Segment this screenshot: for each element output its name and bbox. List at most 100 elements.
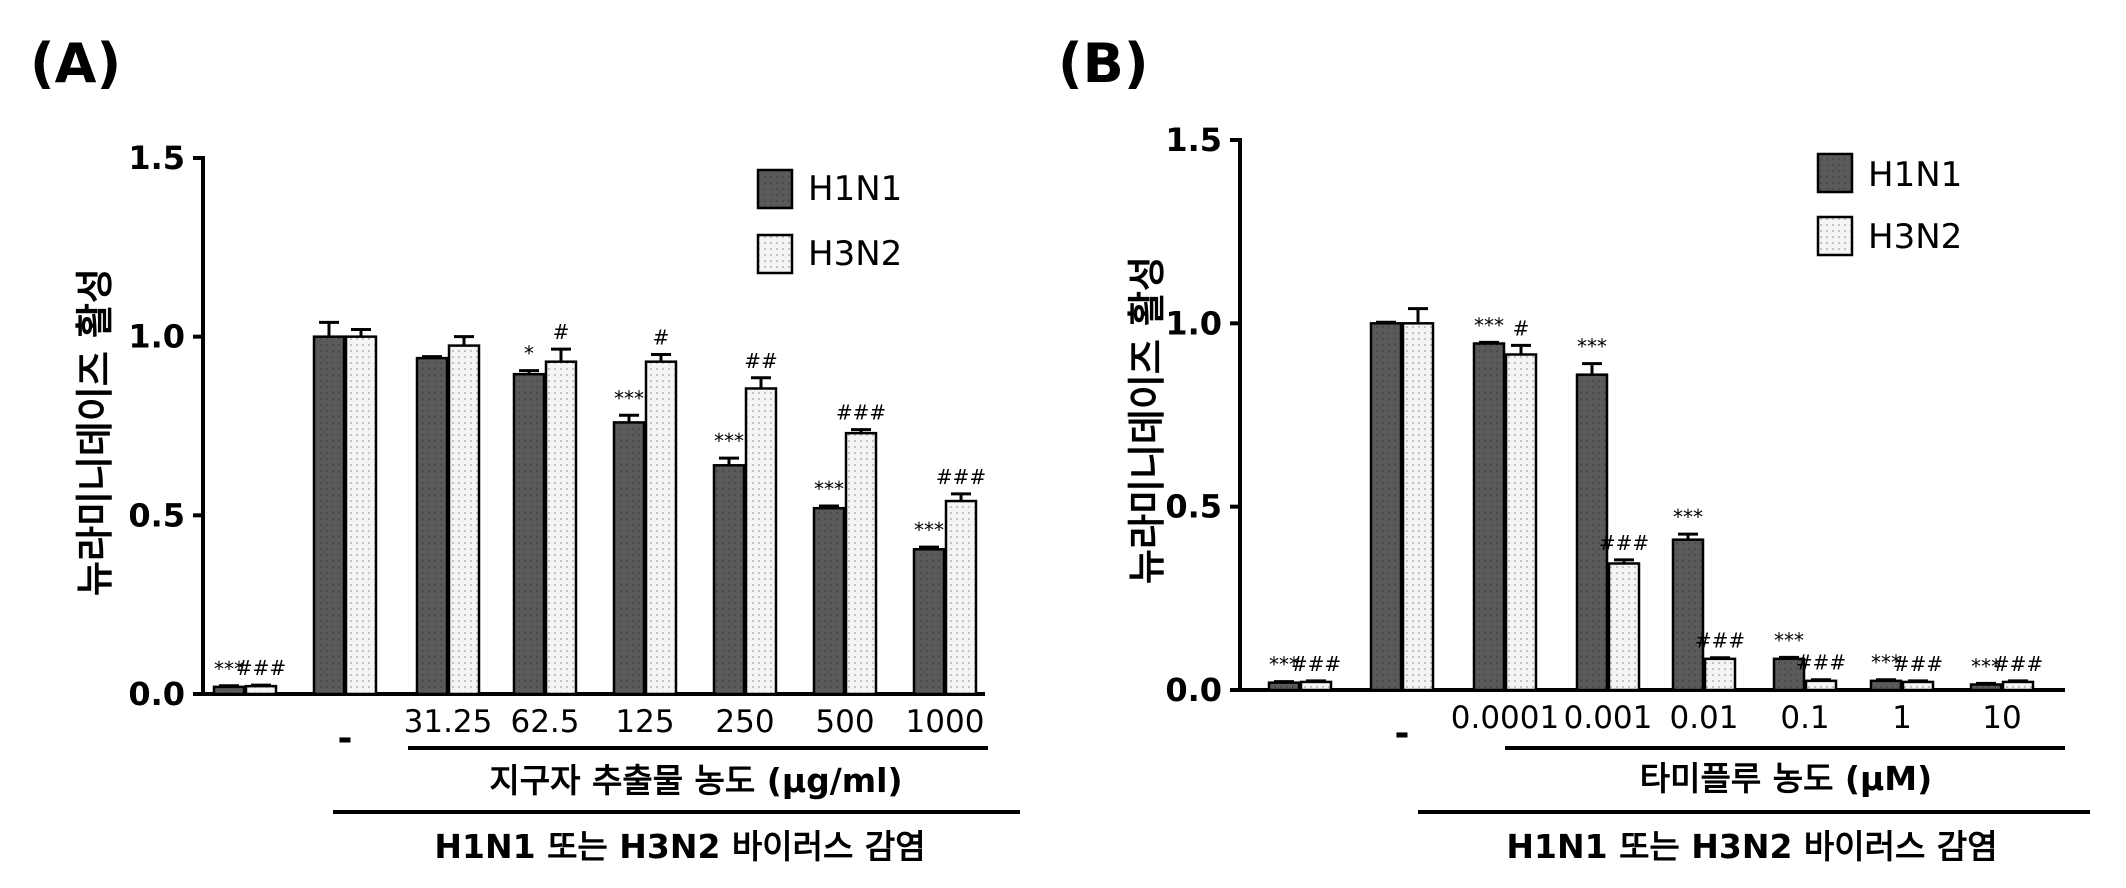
panel-b-significance-label: *** bbox=[1269, 653, 1299, 677]
panel-b-x-category-label: 10 bbox=[1982, 700, 2021, 736]
panel-a-label: (A) bbox=[30, 32, 121, 95]
panel-b-y-tick-label: 1.0 bbox=[1165, 304, 1222, 342]
panel-a-y-axis-label: 뉴라미니데이즈 활성 bbox=[73, 268, 117, 596]
panel-a-plot: 0.00.51.01.5****************#### ########… bbox=[128, 139, 1020, 814]
panel-b-y-axis-label: 뉴라미니데이즈 활성 bbox=[1125, 256, 1169, 584]
panel-b-significance-label: # bbox=[1513, 316, 1530, 340]
panel-b-legend-h3n2: H3N2 bbox=[1868, 217, 1962, 257]
panel-a-legend-h3n2: H3N2 bbox=[808, 234, 902, 274]
panel-a-bar-h3n2 bbox=[944, 499, 978, 696]
panel-a-bar-h3n2 bbox=[644, 360, 678, 696]
panel-b-label: (B) bbox=[1058, 32, 1149, 95]
panel-a-significance-label: ### bbox=[936, 465, 986, 489]
panel-a-x-category-label: 500 bbox=[815, 704, 874, 740]
panel-b-legend-h1n1: H1N1 bbox=[1868, 155, 1962, 195]
panel-b: (B) 뉴라미니데이즈 활성 0.0 0.5 1.0 1.5 *** *** *** *** *… bbox=[1058, 32, 2090, 866]
panel-a-significance-label: # bbox=[653, 326, 670, 350]
panel-a-y-tick-label: 1.0 bbox=[128, 318, 185, 356]
panel-a-significance-label: ### bbox=[236, 656, 286, 680]
panel-b-bar-h1n1 bbox=[1969, 683, 2003, 692]
panel-a-bar-h3n2 bbox=[244, 684, 278, 696]
panel-a-x-category-label: 125 bbox=[615, 704, 674, 740]
panel-a-bar-h1n1 bbox=[312, 335, 346, 696]
panel-b-infection-label: H1N1 또는 H3N2 바이러스 감염 bbox=[1506, 827, 1997, 866]
panel-a-y-tick-label: 1.5 bbox=[128, 139, 185, 177]
panel-b-significance-label: ### bbox=[1993, 652, 2043, 676]
panel-b-x-category-label: 1 bbox=[1892, 700, 1912, 736]
panel-b-bar-h1n1 bbox=[1671, 538, 1705, 692]
panel-a-bar-h1n1 bbox=[812, 506, 846, 696]
panel-a-significance-label: ### bbox=[836, 401, 886, 425]
panel-a-bar-h3n2 bbox=[344, 335, 378, 696]
panel-a-treatment-label: 지구자 추출물 농도 (μg/ml) bbox=[489, 761, 902, 800]
panel-b-significance-label: ### bbox=[1291, 652, 1341, 676]
panel-b-bar-h3n2 bbox=[1401, 322, 1435, 692]
panel-a-significance-label: ## bbox=[744, 349, 778, 373]
panel-a-bar-h1n1 bbox=[712, 464, 746, 696]
panel-b-x-category-label: 0.1 bbox=[1780, 700, 1829, 736]
panel-a-bar-h1n1 bbox=[912, 548, 946, 696]
panel-a-x-category-label: 250 bbox=[715, 704, 774, 740]
panel-b-legend-swatch-h1n1 bbox=[1816, 152, 1854, 194]
panel-b-bar-h3n2 bbox=[2001, 680, 2035, 692]
panel-b-bar-h1n1 bbox=[1369, 322, 1403, 692]
panel-a-bar-h1n1 bbox=[415, 356, 449, 696]
panel-b-x-category-label: 0.01 bbox=[1669, 700, 1738, 736]
panel-a-x-category-label: 1000 bbox=[906, 704, 985, 740]
panel-b-bar-h3n2 bbox=[1901, 680, 1935, 692]
panel-a-x-category-label: 62.5 bbox=[510, 704, 579, 740]
panel-a-bar-h3n2 bbox=[744, 387, 778, 696]
panel-b-legend-swatch-h3n2 bbox=[1816, 215, 1854, 257]
panel-b-bar-h3n2 bbox=[1299, 680, 1333, 692]
panel-b-plot: 0.00.51.01.5****************** ***#######… bbox=[1165, 121, 2090, 814]
panel-a-bar-h3n2 bbox=[447, 344, 481, 696]
panel-a-significance-label: *** bbox=[914, 518, 944, 542]
panel-a-legend-h1n1: H1N1 bbox=[808, 169, 902, 209]
panel-a-x-category-label: 31.25 bbox=[404, 704, 493, 740]
panel-a-significance-label: * bbox=[524, 342, 534, 366]
panel-a-y-tick-label: 0.0 bbox=[128, 675, 185, 713]
panel-a-significance-label: *** bbox=[814, 477, 844, 501]
panel-b-y-tick-label: 1.5 bbox=[1165, 121, 1222, 159]
panel-b-bar-h3n2 bbox=[1804, 679, 1838, 692]
panel-b-bar-h3n2 bbox=[1703, 657, 1737, 692]
panel-a-significance-label: *** bbox=[614, 386, 644, 410]
panel-a-bar-h3n2 bbox=[844, 431, 878, 696]
panel-b-x-category-label: 0.0001 bbox=[1451, 700, 1559, 736]
panel-b-significance-label: ### bbox=[1695, 629, 1745, 653]
panel-a-bar-h1n1 bbox=[612, 421, 646, 696]
panel-b-significance-label: *** bbox=[1871, 651, 1901, 675]
panel-b-bar-h1n1 bbox=[1575, 373, 1609, 692]
panel-b-x-category-label: 0.001 bbox=[1564, 700, 1653, 736]
panel-b-significance-label: *** bbox=[1673, 505, 1703, 529]
panel-b-bar-h1n1 bbox=[1772, 657, 1806, 692]
panel-a-bar-h3n2 bbox=[544, 360, 578, 696]
panel-a-significance-label: *** bbox=[714, 429, 744, 453]
panel-b-significance-label: *** bbox=[1971, 654, 2001, 678]
panel-b-x-category-label: - bbox=[1395, 713, 1410, 754]
panel-b-treatment-label: 타미플루 농도 (μM) bbox=[1640, 759, 1932, 798]
panel-b-y-tick-label: 0.5 bbox=[1165, 488, 1222, 526]
panel-a: (A) 뉴라미니데이즈 활성 0.00.51.01.5*************… bbox=[30, 32, 1020, 866]
panel-a-infection-label: H1N1 또는 H3N2 바이러스 감염 bbox=[434, 827, 925, 866]
panel-b-significance-label: ### bbox=[1893, 652, 1943, 676]
panel-b-significance-label: *** bbox=[1774, 628, 1804, 652]
panel-b-significance-label: ### bbox=[1796, 651, 1846, 675]
panel-b-bar-h1n1 bbox=[1869, 679, 1903, 692]
panel-a-y-tick-label: 0.5 bbox=[128, 496, 185, 534]
panel-a-significance-label: *** bbox=[214, 657, 244, 681]
panel-b-bar-h1n1 bbox=[1267, 681, 1301, 692]
panel-b-bar-h1n1 bbox=[1472, 342, 1506, 692]
panel-a-legend-swatch-h1n1 bbox=[756, 168, 794, 210]
panel-a-bar-h1n1 bbox=[212, 685, 246, 696]
panel-b-significance-label: *** bbox=[1474, 313, 1504, 337]
panel-b-bar-h3n2 bbox=[1504, 353, 1538, 692]
panel-b-y-tick-label: 0.0 bbox=[1165, 671, 1222, 709]
panel-a-legend-swatch-h3n2 bbox=[756, 233, 794, 275]
panel-a-bar-h1n1 bbox=[512, 372, 546, 696]
panel-b-significance-label: ### bbox=[1599, 531, 1649, 555]
panel-a-x-category-label: - bbox=[338, 718, 353, 759]
panel-a-significance-label: # bbox=[553, 320, 570, 344]
panel-b-significance-label: *** bbox=[1577, 335, 1607, 359]
